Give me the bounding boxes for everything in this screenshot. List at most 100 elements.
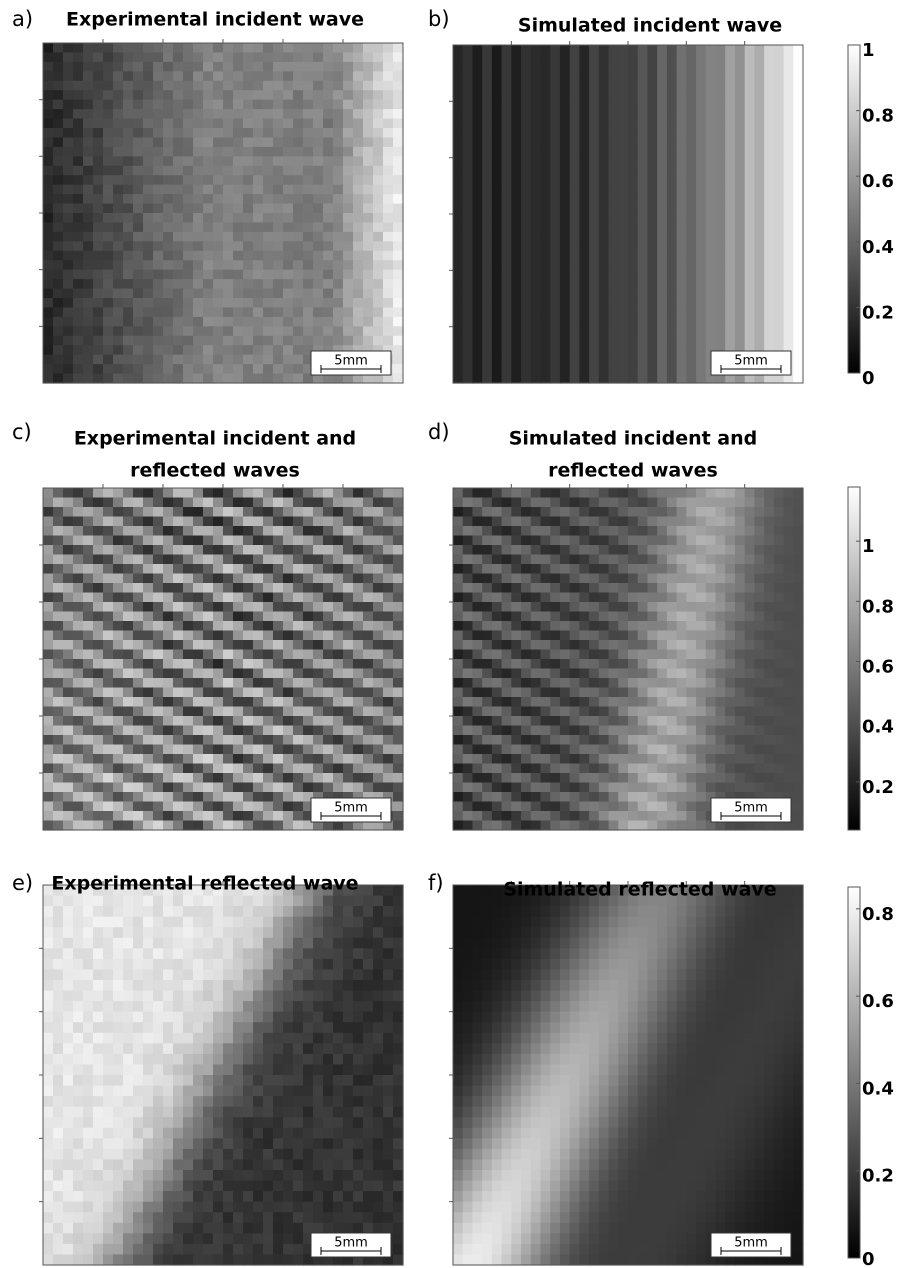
pixel [521,555,531,565]
pixel [83,270,94,280]
pixel [293,317,304,327]
pixel [333,773,344,783]
pixel [393,536,404,546]
pixel [283,222,294,232]
pixel [63,640,74,650]
pixel [93,802,104,812]
pixel [570,120,580,130]
pixel [313,612,324,622]
pixel [550,45,560,55]
pixel [63,745,74,755]
pixel [541,536,551,546]
pixel [303,526,314,536]
pixel [213,783,224,793]
pixel [686,602,696,612]
pixel [589,83,599,93]
pixel [793,707,803,717]
pixel [383,726,394,736]
pixel [482,158,492,168]
pixel [579,612,589,622]
pixel [203,52,214,62]
pixel [482,602,492,612]
pixel [383,43,394,53]
pixel [263,802,274,812]
pixel [482,280,492,290]
pixel [133,175,144,185]
pixel [784,631,794,641]
pixel [472,536,482,546]
pixel [599,120,609,130]
pixel [363,52,374,62]
pixel [657,640,667,650]
pixel [293,241,304,251]
pixel [453,73,463,83]
pixel [203,317,214,327]
pixel [764,64,774,74]
pixel [531,317,541,327]
pixel [725,754,735,764]
pixel [363,279,374,289]
pixel [453,507,463,517]
pixel [579,195,589,205]
pixel [383,222,394,232]
pixel [363,222,374,232]
pixel [163,251,174,261]
pixel [253,745,264,755]
pixel [143,336,154,346]
pixel [43,707,54,717]
pixel [303,783,314,793]
pixel [638,317,648,327]
pixel [764,186,774,196]
pixel [725,327,735,337]
pixel [363,204,374,214]
pixel [735,270,745,280]
pixel [243,707,254,717]
pixel [273,364,284,374]
pixel [63,802,74,812]
pixel [531,158,541,168]
pixel [193,612,204,622]
pixel [143,659,154,669]
pixel [313,659,324,669]
pixel [193,802,204,812]
pixel [589,726,599,736]
pixel [223,336,234,346]
pixel [113,345,124,355]
pixel [333,764,344,774]
pixel [73,317,84,327]
pixel [163,175,174,185]
pixel [343,336,354,346]
pixel [223,754,234,764]
pixel [333,555,344,565]
pixel [453,83,463,93]
pixel [472,327,482,337]
pixel [313,251,324,261]
pixel [213,52,224,62]
pixel [53,185,64,195]
pixel [73,90,84,100]
pixel [103,574,114,584]
pixel [463,242,473,252]
pixel [560,317,570,327]
pixel [333,185,344,195]
pixel [293,90,304,100]
pixel [103,735,114,745]
pixel [647,612,657,622]
pixel [482,555,492,565]
pixel [716,176,726,186]
pixel [754,130,764,140]
pixel [716,158,726,168]
pixel [696,214,706,224]
pixel [599,223,609,233]
pixel [657,650,667,660]
pixel [73,650,84,660]
pixel [273,147,284,157]
pixel [113,593,124,603]
pixel [153,631,164,641]
pixel [303,583,314,593]
pixel [43,317,54,327]
pixel [579,289,589,299]
pixel [143,811,154,821]
pixel [599,280,609,290]
pixel [93,364,104,374]
